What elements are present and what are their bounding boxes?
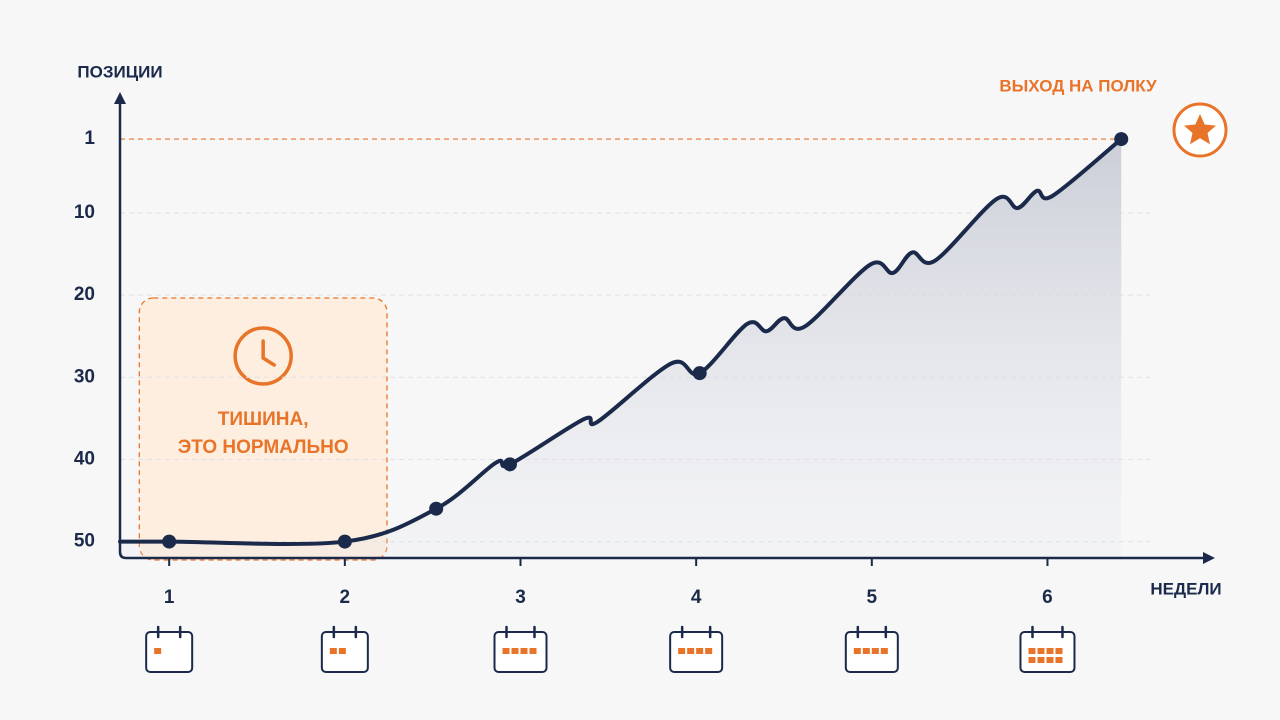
calendar-mark [1037, 657, 1045, 663]
y-tick-label: 40 [74, 448, 95, 469]
calendar-mark [678, 648, 686, 654]
calendar-mark [529, 648, 537, 654]
quiet-zone [138, 297, 388, 561]
calendar-mark [705, 648, 713, 654]
point [337, 534, 352, 549]
point [692, 366, 707, 381]
point [429, 501, 444, 516]
y-tick-label: 50 [74, 531, 95, 552]
calendar-body [145, 631, 194, 673]
y-tick-label: 30 [74, 366, 95, 387]
calendar-mark [520, 648, 528, 654]
calendar-mark [696, 648, 704, 654]
calendar-mark [687, 648, 695, 654]
x-axis-arrow [1203, 552, 1215, 564]
y-tick-label: 1 [84, 128, 95, 149]
quiet-note: ЭТО НОРМАЛЬНО [178, 437, 349, 458]
calendar-mark [1028, 648, 1036, 654]
y-tick-label: 20 [74, 284, 95, 305]
calendar-mark [338, 648, 346, 654]
clock-icon [233, 326, 293, 386]
y-tick-label: 10 [74, 202, 95, 223]
x-tick-label: 3 [515, 587, 526, 608]
calendar-mark [1046, 648, 1054, 654]
calendar-mark [871, 648, 879, 654]
calendar-icon [1019, 625, 1076, 673]
x-tick-label: 4 [691, 587, 702, 608]
calendar-mark [1028, 657, 1036, 663]
y-axis-label: ПОЗИЦИИ [77, 62, 162, 81]
calendar-icon [669, 625, 724, 673]
calendar-mark [1055, 657, 1063, 663]
x-tick-label: 5 [867, 587, 878, 608]
calendar-icon [145, 625, 194, 673]
calendar-mark [862, 648, 870, 654]
y-axis-arrow [114, 92, 126, 104]
calendar-mark [502, 648, 510, 654]
annotation: ВЫХОД НА ПОЛКУ [999, 76, 1157, 95]
clock-hands [261, 339, 276, 367]
line [118, 137, 1124, 546]
calendar-mark [511, 648, 519, 654]
area [120, 139, 1122, 559]
point [502, 457, 517, 472]
calendar-mark [154, 648, 162, 654]
calendar-mark [1037, 648, 1045, 654]
quiet-note: ТИШИНА, [218, 409, 309, 430]
calendar-mark [1055, 648, 1063, 654]
calendar-mark [880, 648, 888, 654]
calendar-icon [844, 625, 899, 673]
y-axis [118, 102, 1208, 560]
calendar-mark [853, 648, 861, 654]
point [162, 534, 177, 549]
x-axis-label: НЕДЕЛИ [1150, 579, 1221, 598]
x-tick-label: 2 [340, 587, 351, 608]
star-badge [1172, 102, 1228, 158]
x-tick-label: 1 [164, 587, 175, 608]
calendar-mark [1046, 657, 1054, 663]
calendar-icon [493, 625, 548, 673]
point [1114, 132, 1129, 147]
calendar-mark [329, 648, 337, 654]
x-tick-label: 6 [1042, 587, 1053, 608]
calendar-icon [320, 625, 369, 673]
